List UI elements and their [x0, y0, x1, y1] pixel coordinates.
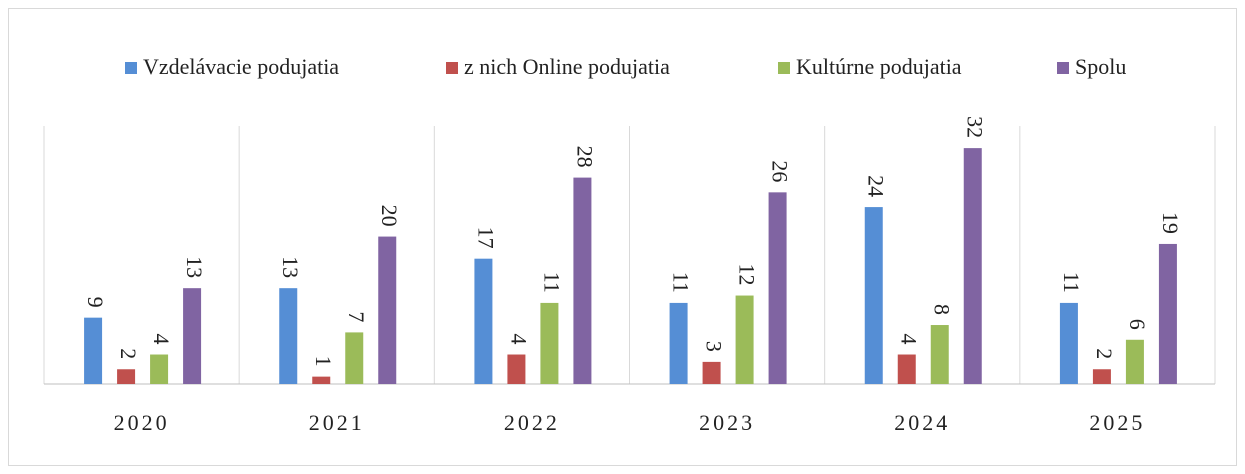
bar — [1092, 369, 1111, 384]
legend-label: Kultúrne podujatia — [796, 54, 962, 79]
value-label: 13 — [278, 256, 303, 278]
value-label: 2 — [1092, 348, 1117, 359]
value-label: 7 — [344, 311, 369, 322]
x-tick-label: 2020 — [114, 410, 170, 435]
value-label: 32 — [963, 116, 988, 138]
bar — [1158, 243, 1177, 384]
bar — [183, 288, 202, 384]
x-tick-label: 2025 — [1089, 410, 1145, 435]
value-label: 9 — [83, 297, 108, 308]
value-label: 2 — [116, 348, 141, 359]
value-label: 12 — [735, 264, 760, 286]
bar — [312, 376, 331, 384]
bar — [768, 192, 787, 384]
bar — [279, 288, 298, 384]
bar — [702, 361, 721, 384]
value-label: 8 — [930, 304, 955, 315]
bar — [474, 258, 493, 384]
legend-swatch — [446, 62, 458, 74]
legend-label: z nich Online podujatia — [464, 54, 670, 79]
bar — [864, 207, 883, 384]
value-label: 13 — [182, 256, 207, 278]
value-label: 4 — [149, 334, 174, 345]
value-label: 17 — [473, 227, 498, 249]
value-label: 3 — [702, 341, 727, 352]
legend-swatch — [125, 62, 137, 74]
bar — [897, 354, 916, 384]
x-tick-label: 2021 — [309, 410, 365, 435]
value-label: 28 — [572, 146, 597, 168]
legend-swatch — [1057, 62, 1069, 74]
bar — [573, 177, 592, 384]
value-label: 4 — [506, 334, 531, 345]
bar — [345, 332, 364, 384]
value-label: 19 — [1158, 212, 1183, 234]
bar — [150, 354, 169, 384]
bar — [84, 317, 103, 384]
value-label: 26 — [768, 160, 793, 182]
chart-frame — [8, 8, 1237, 466]
value-label: 11 — [1059, 272, 1084, 293]
bar — [1059, 302, 1078, 384]
value-label: 11 — [539, 272, 564, 293]
bar — [735, 295, 754, 384]
bar — [378, 236, 397, 384]
value-label: 20 — [377, 205, 402, 227]
value-label: 1 — [311, 356, 336, 367]
x-tick-label: 2024 — [894, 410, 950, 435]
legend-swatch — [778, 62, 790, 74]
value-label: 24 — [864, 175, 889, 197]
bar — [1125, 339, 1144, 384]
bar — [930, 325, 949, 384]
bar — [117, 369, 136, 384]
bar — [963, 148, 982, 384]
legend-label: Spolu — [1075, 54, 1126, 79]
legend-label: Vzdelávacie podujatia — [143, 54, 339, 79]
bar — [669, 302, 688, 384]
bar — [507, 354, 526, 384]
x-tick-label: 2023 — [699, 410, 755, 435]
value-label: 4 — [897, 334, 922, 345]
bar — [540, 302, 559, 384]
value-label: 11 — [669, 272, 694, 293]
x-tick-label: 2022 — [504, 410, 560, 435]
value-label: 6 — [1125, 319, 1150, 330]
